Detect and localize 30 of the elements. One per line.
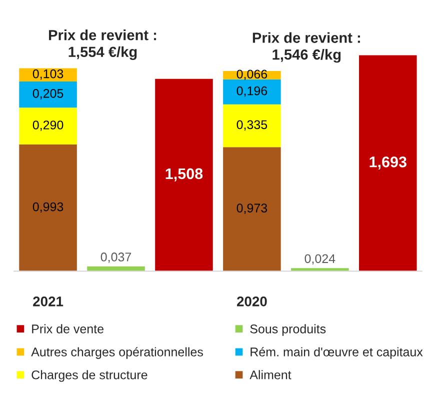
- bar: [223, 147, 281, 272]
- bar: [223, 104, 281, 148]
- legend-label: Sous produits: [250, 324, 326, 336]
- bar: [19, 144, 77, 272]
- x-tick-label: 2021: [33, 296, 64, 306]
- legend-label: Charges de structure: [32, 370, 148, 382]
- bar: [359, 55, 417, 272]
- bar: [155, 78, 213, 272]
- legend-label: Rém. main d'œuvre et capitaux: [250, 347, 423, 359]
- legend-label: Prix de vente: [32, 324, 104, 334]
- data-label: 0,973: [236, 204, 268, 214]
- data-label: 0,103: [32, 69, 64, 80]
- data-label: 0,066: [236, 70, 268, 80]
- bar: [19, 108, 77, 145]
- bar: [19, 81, 77, 108]
- data-label: 0,037: [100, 252, 132, 263]
- data-label: 0,024: [304, 254, 336, 265]
- data-label: 0,335: [236, 120, 268, 131]
- bar: [223, 79, 281, 104]
- data-label: 0,196: [236, 86, 268, 97]
- legend-label: Aliment: [250, 370, 292, 380]
- data-label: 0,205: [32, 89, 64, 100]
- annotation: Prix de revient : 1,546 €/kg: [252, 32, 360, 63]
- data-label: 0,993: [32, 202, 64, 213]
- legend-label: Autres charges opérationnelles: [31, 347, 203, 359]
- data-label: 1,508: [166, 168, 203, 182]
- data-label: 1,693: [370, 156, 406, 170]
- data-label: 0,290: [32, 120, 64, 131]
- x-tick-label: 2020: [236, 296, 267, 306]
- annotation: Prix de revient : 1,554 €/kg: [49, 30, 156, 60]
